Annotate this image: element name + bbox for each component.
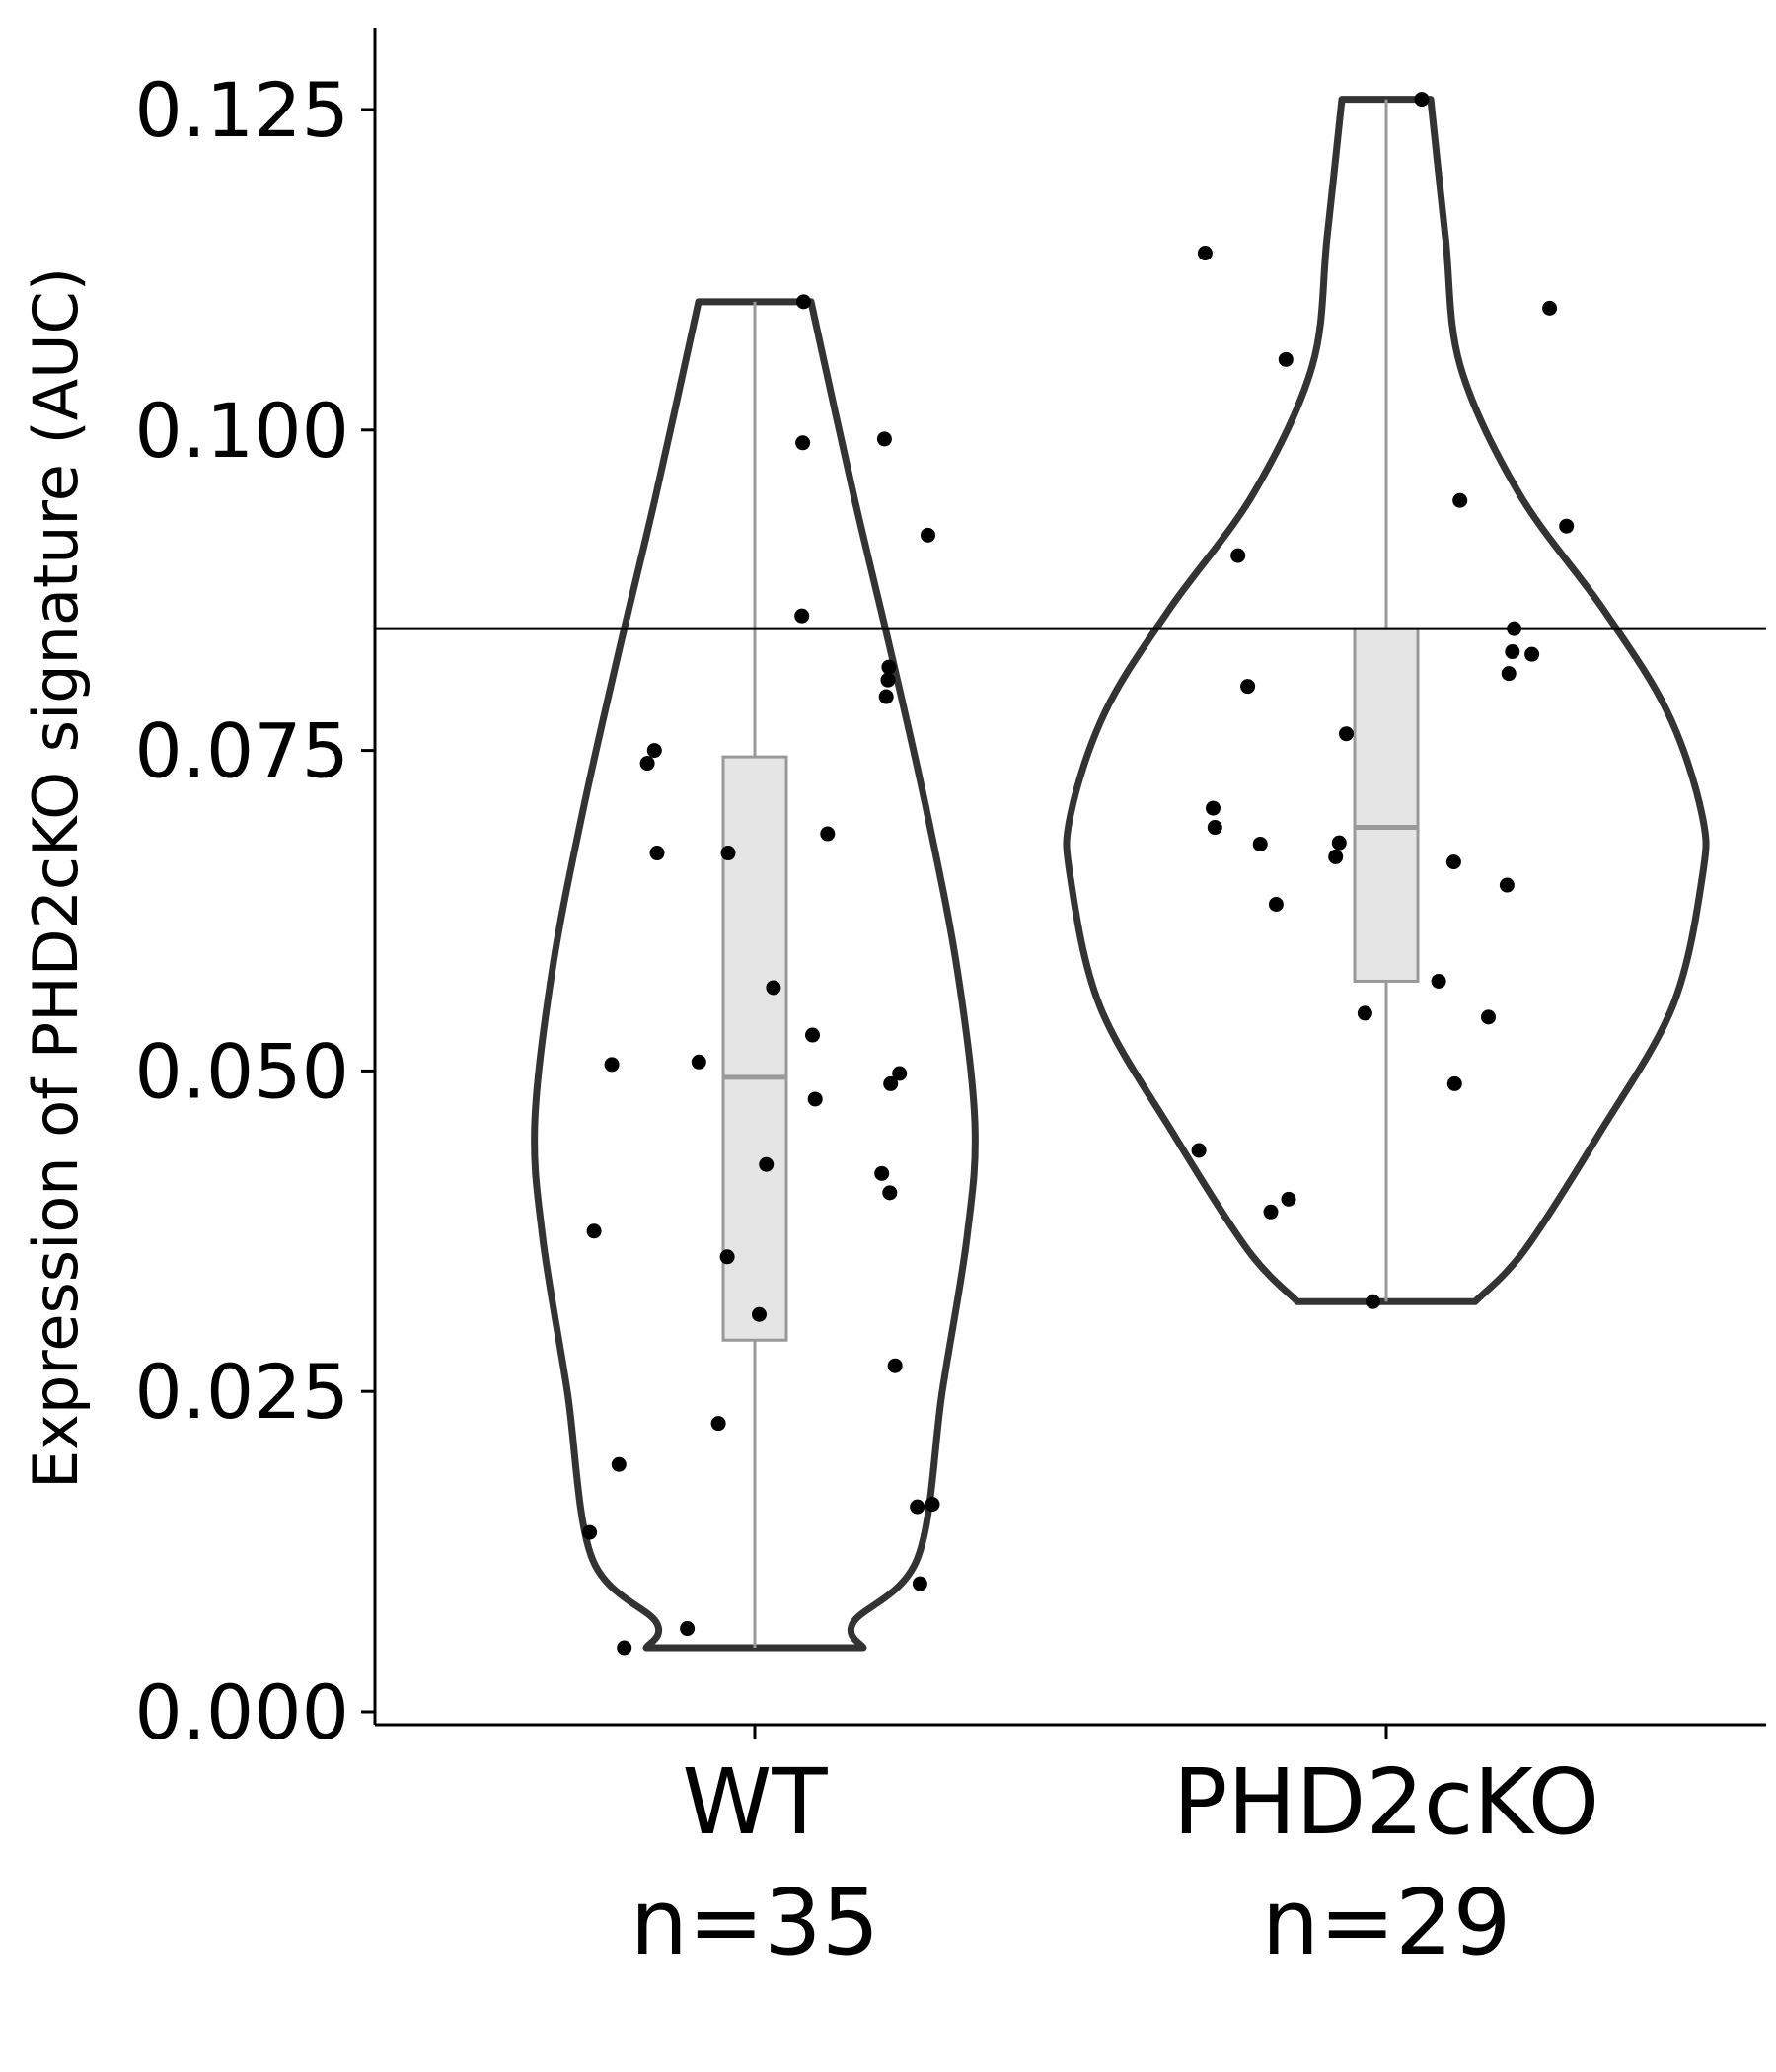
y-tick-label: 0.050	[134, 1027, 349, 1115]
x-tick-label-wt: WT	[682, 1749, 828, 1855]
n-label-wt: n=35	[630, 1870, 879, 1975]
data-point-wt	[883, 1075, 899, 1091]
violin-wt	[531, 298, 979, 1652]
data-point-wt	[876, 431, 892, 447]
data-point-wt	[586, 1223, 602, 1239]
data-point-phd2cko	[1559, 518, 1575, 534]
data-point-wt	[820, 826, 836, 842]
data-point-wt	[720, 846, 736, 861]
x-tick-label-phd2cko: PHD2cKO	[1173, 1749, 1599, 1855]
data-point-wt	[921, 527, 935, 543]
y-tick-label: 0.025	[134, 1348, 349, 1436]
boxplots-layer	[721, 99, 1420, 1649]
data-point-wt	[795, 435, 811, 451]
data-point-wt	[887, 1358, 903, 1373]
data-point-phd2cko	[1197, 246, 1213, 261]
data-point-phd2cko	[1542, 300, 1558, 316]
data-point-phd2cko	[1445, 854, 1461, 870]
data-point-phd2cko	[1414, 92, 1430, 108]
data-point-wt	[796, 294, 811, 310]
y-tick-label: 0.075	[134, 707, 349, 795]
axes-layer: WT n=35 PHD2cKO n=29 0.000 0.025 0.050 0.075 0.1…	[134, 28, 1766, 1975]
data-point-wt	[807, 1091, 823, 1107]
data-point-phd2cko	[1191, 1143, 1207, 1158]
data-point-wt	[719, 1249, 735, 1265]
data-point-wt	[880, 672, 896, 688]
data-point-phd2cko	[1452, 492, 1468, 508]
y-tick-label: 0.125	[134, 66, 349, 154]
data-point-wt	[710, 1416, 726, 1432]
data-point-wt	[882, 1185, 898, 1201]
data-point-phd2cko	[1206, 800, 1221, 816]
data-point-wt	[611, 1456, 627, 1472]
data-point-phd2cko	[1357, 1005, 1372, 1021]
data-point-phd2cko	[1446, 1075, 1462, 1091]
data-point-wt	[604, 1057, 620, 1073]
y-axis-title: Expression of PHD2cKO signature (AUC)	[20, 267, 92, 1489]
data-point-phd2cko	[1278, 351, 1294, 367]
box-phd2cko	[1353, 627, 1420, 983]
data-point-wt	[617, 1640, 632, 1656]
data-point-wt	[759, 1156, 775, 1172]
data-point-phd2cko	[1366, 1294, 1380, 1309]
y-tick-label: 0.100	[134, 387, 349, 475]
data-point-phd2cko	[1481, 1009, 1496, 1025]
data-point-wt	[766, 980, 781, 996]
data-point-wt	[691, 1054, 706, 1070]
data-point-wt	[752, 1306, 767, 1322]
data-point-phd2cko	[1339, 726, 1354, 742]
data-point-wt	[794, 608, 810, 624]
data-point-wt	[878, 689, 894, 704]
violins-layer	[531, 96, 1710, 1652]
n-label-phd2cko: n=29	[1262, 1870, 1511, 1975]
data-point-phd2cko	[1524, 646, 1540, 662]
data-point-wt	[892, 1066, 908, 1081]
violin-phd2cko	[1063, 96, 1710, 1305]
data-point-wt	[874, 1165, 890, 1181]
data-point-phd2cko	[1501, 666, 1517, 682]
data-point-wt	[910, 1499, 925, 1515]
data-point-phd2cko	[1268, 897, 1284, 913]
data-point-phd2cko	[1328, 849, 1344, 864]
data-point-phd2cko	[1207, 820, 1222, 836]
data-point-phd2cko	[1263, 1204, 1279, 1220]
data-point-phd2cko	[1252, 836, 1268, 851]
data-point-wt	[805, 1027, 820, 1043]
data-point-phd2cko	[1230, 548, 1246, 563]
data-point-phd2cko	[1331, 835, 1347, 851]
data-point-wt	[912, 1576, 927, 1591]
data-point-wt	[639, 756, 655, 772]
points-layer	[582, 92, 1575, 1656]
data-point-phd2cko	[1431, 973, 1446, 989]
data-point-phd2cko	[1281, 1191, 1296, 1207]
data-point-wt	[925, 1497, 940, 1513]
data-point-wt	[646, 743, 662, 759]
data-point-wt	[881, 659, 897, 675]
data-point-phd2cko	[1505, 644, 1520, 660]
data-point-wt	[582, 1524, 598, 1540]
data-point-phd2cko	[1240, 679, 1256, 695]
data-point-wt	[680, 1621, 696, 1637]
data-point-phd2cko	[1499, 877, 1515, 893]
data-point-wt	[649, 846, 665, 861]
y-tick-label: 0.000	[134, 1668, 349, 1756]
